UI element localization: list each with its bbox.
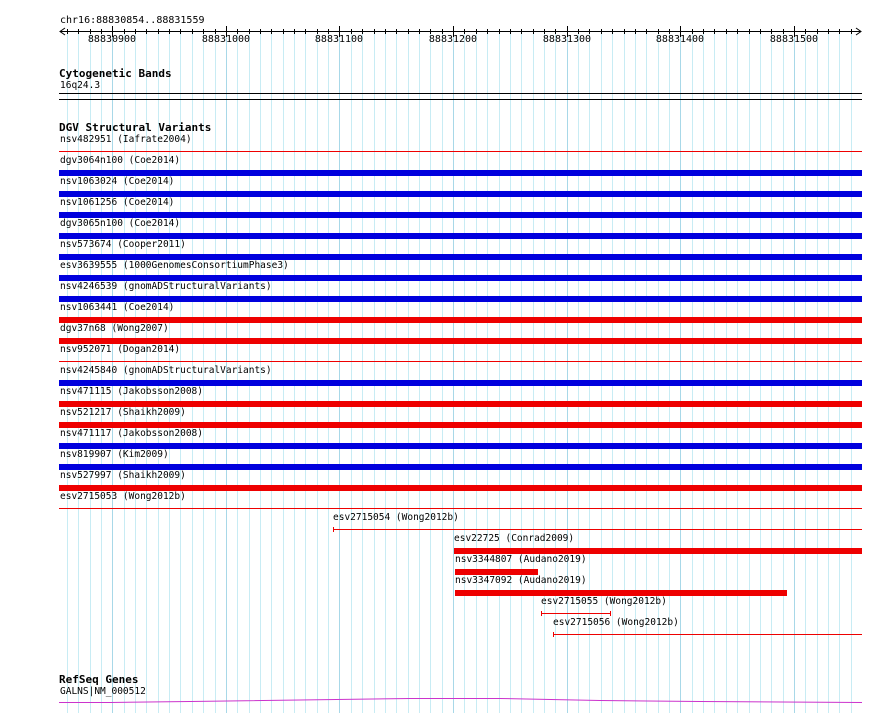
sv-bar-esv2715056[interactable] [553,634,862,635]
sv-bar-nsv527997[interactable] [59,485,862,491]
sv-label-esv3639555[interactable]: esv3639555 (1000GenomesConsortiumPhase3) [60,260,289,271]
ruler-tick-label: 88831500 [769,34,819,45]
dgv-track-title: DGV Structural Variants [59,121,212,134]
ruler-tick-label: 88830900 [87,34,137,45]
ruler-tick-label: 88831200 [428,34,478,45]
sv-bar-esv2715055[interactable] [541,613,611,614]
sv-bar-nsv1063024[interactable] [59,191,862,197]
sv-end-cap [610,611,611,616]
sv-bar-dgv3065n100[interactable] [59,233,862,239]
sv-start-cap [541,611,542,616]
sv-label-nsv527997[interactable]: nsv527997 (Shaikh2009) [60,470,186,481]
sv-bar-nsv3347092[interactable] [455,590,787,596]
sv-label-nsv3347092[interactable]: nsv3347092 (Audano2019) [455,575,587,586]
sv-bar-nsv521217[interactable] [59,422,862,428]
sv-label-nsv819907[interactable]: nsv819907 (Kim2009) [60,449,169,460]
sv-bar-esv2715053[interactable] [59,508,862,509]
sv-bar-nsv573674[interactable] [59,254,862,260]
sv-bar-nsv3344807[interactable] [455,569,538,575]
sv-label-nsv3344807[interactable]: nsv3344807 (Audano2019) [455,554,587,565]
cytoband-line-bottom [59,99,862,100]
position-ruler [59,26,862,37]
locus-coordinate: chr16:88830854..88831559 [60,15,205,26]
sv-bar-nsv1063441[interactable] [59,317,862,323]
refseq-gene-feature[interactable] [0,692,890,712]
sv-label-nsv1061256[interactable]: nsv1061256 (Coe2014) [60,197,175,208]
sv-bar-dgv37n68[interactable] [59,338,862,344]
sv-bar-esv2715054[interactable] [333,529,862,530]
sv-label-nsv471115[interactable]: nsv471115 (Jakobsson2008) [60,386,203,397]
sv-label-nsv521217[interactable]: nsv521217 (Shaikh2009) [60,407,186,418]
sv-label-dgv3064n100[interactable]: dgv3064n100 (Coe2014) [60,155,181,166]
sv-label-esv2715055[interactable]: esv2715055 (Wong2012b) [541,596,667,607]
sv-label-dgv37n68[interactable]: dgv37n68 (Wong2007) [60,323,169,334]
sv-label-nsv4245840[interactable]: nsv4245840 (gnomADStructuralVariants) [60,365,272,376]
sv-bar-nsv4245840[interactable] [59,380,862,386]
sv-bar-nsv482951[interactable] [59,151,862,152]
sv-label-nsv471117[interactable]: nsv471117 (Jakobsson2008) [60,428,203,439]
sv-label-nsv4246539[interactable]: nsv4246539 (gnomADStructuralVariants) [60,281,272,292]
ruler-tick-label: 88831000 [201,34,251,45]
sv-start-cap [553,632,554,637]
sv-bar-esv22725[interactable] [454,548,862,554]
sv-bar-nsv952071[interactable] [59,361,862,362]
ruler-left-arrow [59,27,66,36]
cytoband-track-title: Cytogenetic Bands [59,67,172,80]
sv-bar-esv3639555[interactable] [59,275,862,281]
sv-label-nsv482951[interactable]: nsv482951 (Iafrate2004) [60,134,192,145]
refseq-track-title: RefSeq Genes [59,673,139,686]
ruler-right-arrow [855,27,862,36]
ruler-tick-label: 88831100 [314,34,364,45]
gene-line [59,698,863,703]
sv-bar-nsv471115[interactable] [59,401,862,407]
sv-label-esv22725[interactable]: esv22725 (Conrad2009) [454,533,575,544]
sv-label-nsv573674[interactable]: nsv573674 (Cooper2011) [60,239,186,250]
sv-bar-nsv1061256[interactable] [59,212,862,218]
sv-label-esv2715056[interactable]: esv2715056 (Wong2012b) [553,617,679,628]
ruler-tick-label: 88831300 [542,34,592,45]
refseq-gene-label: GALNS|NM_000512 [60,686,146,697]
sv-label-esv2715053[interactable]: esv2715053 (Wong2012b) [60,491,186,502]
sv-label-nsv952071[interactable]: nsv952071 (Dogan2014) [60,344,181,355]
cytoband-label: 16q24.3 [60,80,101,91]
ruler-tick-label: 88831400 [655,34,705,45]
sv-bar-nsv4246539[interactable] [59,296,862,302]
sv-label-nsv1063441[interactable]: nsv1063441 (Coe2014) [60,302,175,313]
sv-start-cap [333,527,334,532]
sv-label-esv2715054[interactable]: esv2715054 (Wong2012b) [333,512,459,523]
sv-label-nsv1063024[interactable]: nsv1063024 (Coe2014) [60,176,175,187]
sv-bar-dgv3064n100[interactable] [59,170,862,176]
sv-bar-nsv819907[interactable] [59,464,862,470]
cytoband-line-top [59,93,862,94]
sv-bar-nsv471117[interactable] [59,443,862,449]
sv-label-dgv3065n100[interactable]: dgv3065n100 (Coe2014) [60,218,181,229]
